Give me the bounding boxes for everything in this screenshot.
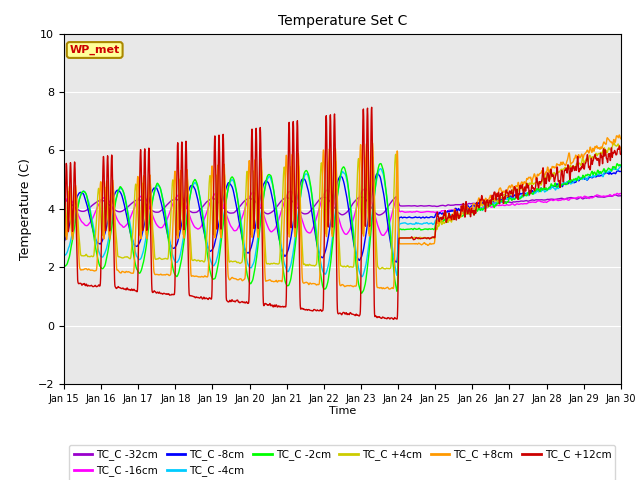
Legend: TC_C -32cm, TC_C -16cm, TC_C -8cm, TC_C -4cm, TC_C -2cm, TC_C +4cm, TC_C +8cm, T: TC_C -32cm, TC_C -16cm, TC_C -8cm, TC_C … xyxy=(69,445,616,480)
X-axis label: Time: Time xyxy=(329,407,356,417)
Y-axis label: Temperature (C): Temperature (C) xyxy=(19,158,32,260)
Title: Temperature Set C: Temperature Set C xyxy=(278,14,407,28)
Text: WP_met: WP_met xyxy=(70,45,120,55)
